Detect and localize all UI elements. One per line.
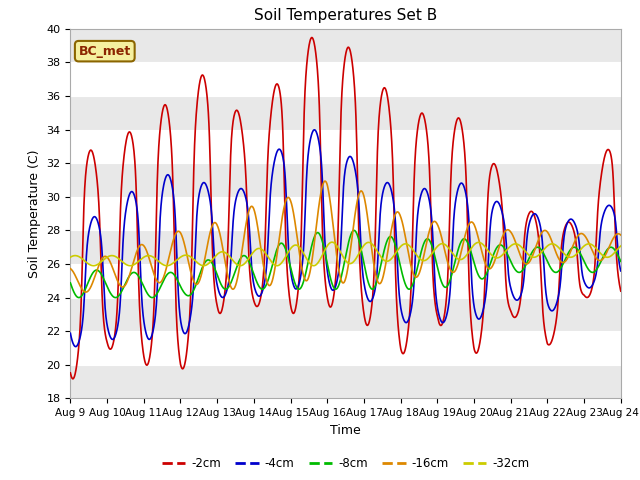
-2cm — [320, 263, 328, 268]
-32cm — [320, 250, 328, 255]
-8cm — [500, 245, 508, 251]
-4cm — [335, 269, 342, 275]
-4cm — [95, 222, 102, 228]
Line: -16cm: -16cm — [70, 181, 621, 292]
-8cm — [320, 244, 328, 250]
-16cm — [95, 263, 102, 268]
Line: -32cm: -32cm — [70, 242, 621, 265]
-16cm — [500, 230, 508, 236]
-32cm — [67, 254, 74, 260]
-32cm — [236, 263, 244, 268]
Bar — [70, 163, 621, 197]
-8cm — [350, 228, 358, 233]
-2cm — [601, 152, 609, 158]
-2cm — [69, 376, 77, 382]
-8cm — [67, 280, 74, 286]
Bar — [70, 365, 621, 398]
Text: BC_met: BC_met — [79, 45, 131, 58]
-8cm — [601, 250, 609, 256]
Title: Soil Temperatures Set B: Soil Temperatures Set B — [254, 9, 437, 24]
-16cm — [617, 232, 625, 238]
-16cm — [321, 178, 329, 184]
-32cm — [335, 246, 342, 252]
-32cm — [601, 254, 609, 260]
-4cm — [500, 221, 508, 227]
-8cm — [602, 250, 609, 255]
-8cm — [617, 259, 625, 264]
Line: -8cm: -8cm — [70, 230, 621, 298]
-32cm — [500, 250, 508, 256]
-2cm — [602, 151, 609, 157]
Line: -2cm: -2cm — [70, 37, 621, 379]
-32cm — [617, 243, 625, 249]
-4cm — [601, 207, 609, 213]
Legend: -2cm, -4cm, -8cm, -16cm, -32cm: -2cm, -4cm, -8cm, -16cm, -32cm — [157, 452, 534, 475]
-2cm — [95, 200, 102, 205]
Bar — [70, 298, 621, 331]
-32cm — [602, 254, 609, 260]
-16cm — [67, 266, 74, 272]
-4cm — [602, 206, 609, 212]
Bar — [70, 230, 621, 264]
-2cm — [500, 246, 508, 252]
-16cm — [320, 180, 328, 185]
Line: -4cm: -4cm — [70, 130, 621, 347]
-4cm — [67, 330, 74, 336]
Y-axis label: Soil Temperature (C): Soil Temperature (C) — [28, 149, 41, 278]
-8cm — [335, 283, 342, 289]
Bar — [70, 96, 621, 130]
-32cm — [95, 261, 102, 267]
-4cm — [320, 217, 328, 223]
-2cm — [617, 288, 625, 294]
-2cm — [335, 208, 342, 214]
-16cm — [335, 266, 342, 272]
-8cm — [112, 295, 120, 300]
-16cm — [602, 252, 609, 258]
-4cm — [72, 344, 79, 349]
-2cm — [308, 35, 316, 40]
-16cm — [82, 289, 90, 295]
-16cm — [601, 253, 609, 259]
-2cm — [67, 370, 74, 376]
-8cm — [95, 268, 102, 274]
-4cm — [617, 268, 625, 274]
-32cm — [328, 240, 336, 245]
Bar — [70, 29, 621, 62]
-4cm — [310, 127, 318, 132]
X-axis label: Time: Time — [330, 424, 361, 437]
